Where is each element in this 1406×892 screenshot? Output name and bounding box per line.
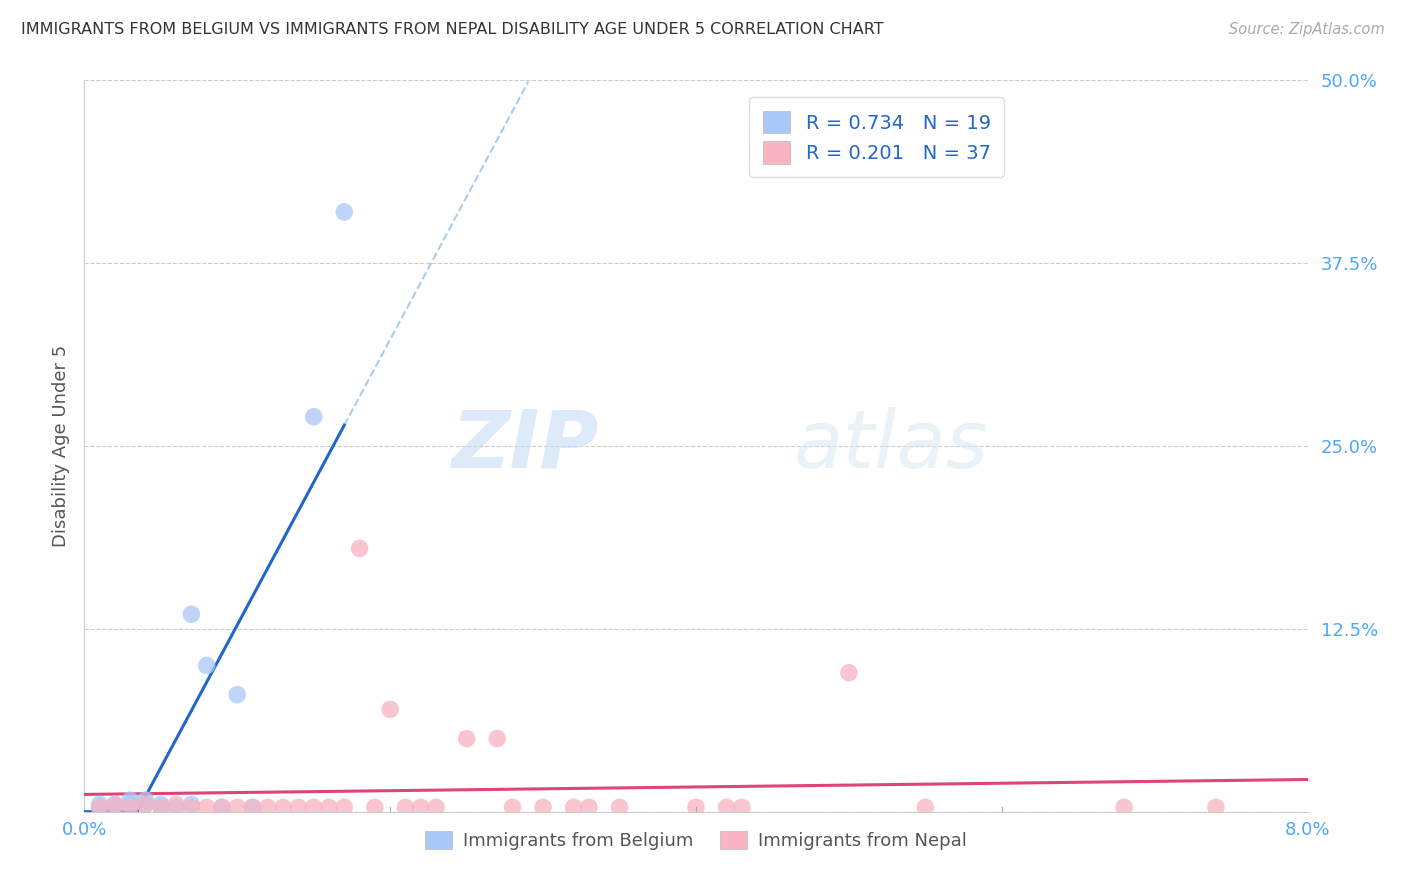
Point (287, 800, 309, 814)
Point (409, 800, 432, 814)
Point (226, 688, 249, 702)
Point (456, 731, 478, 746)
Point (242, 800, 264, 814)
Point (501, 800, 523, 814)
Point (211, 800, 233, 814)
Point (120, 800, 142, 814)
Point (149, 800, 172, 814)
Point (120, 797, 142, 812)
Point (180, 607, 202, 622)
Point (195, 658, 218, 673)
Point (89, 800, 111, 814)
Point (104, 797, 127, 812)
Text: Source: ZipAtlas.com: Source: ZipAtlas.com (1229, 22, 1385, 37)
Point (394, 800, 416, 814)
Point (89, 800, 111, 814)
Point (135, 797, 157, 812)
Point (349, 541, 371, 556)
Point (89, 797, 111, 812)
Point (104, 797, 127, 812)
Point (302, 800, 325, 814)
Point (716, 800, 738, 814)
Point (104, 800, 127, 814)
Point (271, 800, 294, 814)
Point (531, 800, 554, 814)
Point (838, 665, 860, 680)
Text: IMMIGRANTS FROM BELGIUM VS IMMIGRANTS FROM NEPAL DISABILITY AGE UNDER 5 CORRELAT: IMMIGRANTS FROM BELGIUM VS IMMIGRANTS FR… (21, 22, 884, 37)
Point (425, 800, 447, 814)
Point (180, 797, 202, 812)
Legend: Immigrants from Belgium, Immigrants from Nepal: Immigrants from Belgium, Immigrants from… (418, 823, 974, 857)
Point (578, 800, 600, 814)
Point (609, 800, 631, 814)
Point (195, 800, 218, 814)
Point (257, 800, 280, 814)
Text: ZIP: ZIP (451, 407, 598, 485)
Point (333, 800, 356, 814)
Point (120, 793, 142, 807)
Point (1114, 800, 1136, 814)
Point (211, 800, 233, 814)
Point (165, 797, 187, 812)
Point (914, 800, 936, 814)
Point (731, 800, 754, 814)
Point (380, 702, 402, 716)
Point (149, 797, 172, 812)
Point (226, 800, 249, 814)
Point (562, 800, 585, 814)
Point (1205, 800, 1227, 814)
Point (333, 205, 356, 219)
Point (135, 793, 157, 807)
Point (165, 800, 187, 814)
Point (318, 800, 340, 814)
Point (242, 800, 264, 814)
Point (135, 797, 157, 812)
Point (180, 800, 202, 814)
Point (302, 409, 325, 424)
Y-axis label: Disability Age Under 5: Disability Age Under 5 (52, 345, 70, 547)
Point (364, 800, 387, 814)
Point (685, 800, 707, 814)
Text: atlas: atlas (794, 407, 988, 485)
Point (149, 800, 172, 814)
Point (486, 731, 509, 746)
